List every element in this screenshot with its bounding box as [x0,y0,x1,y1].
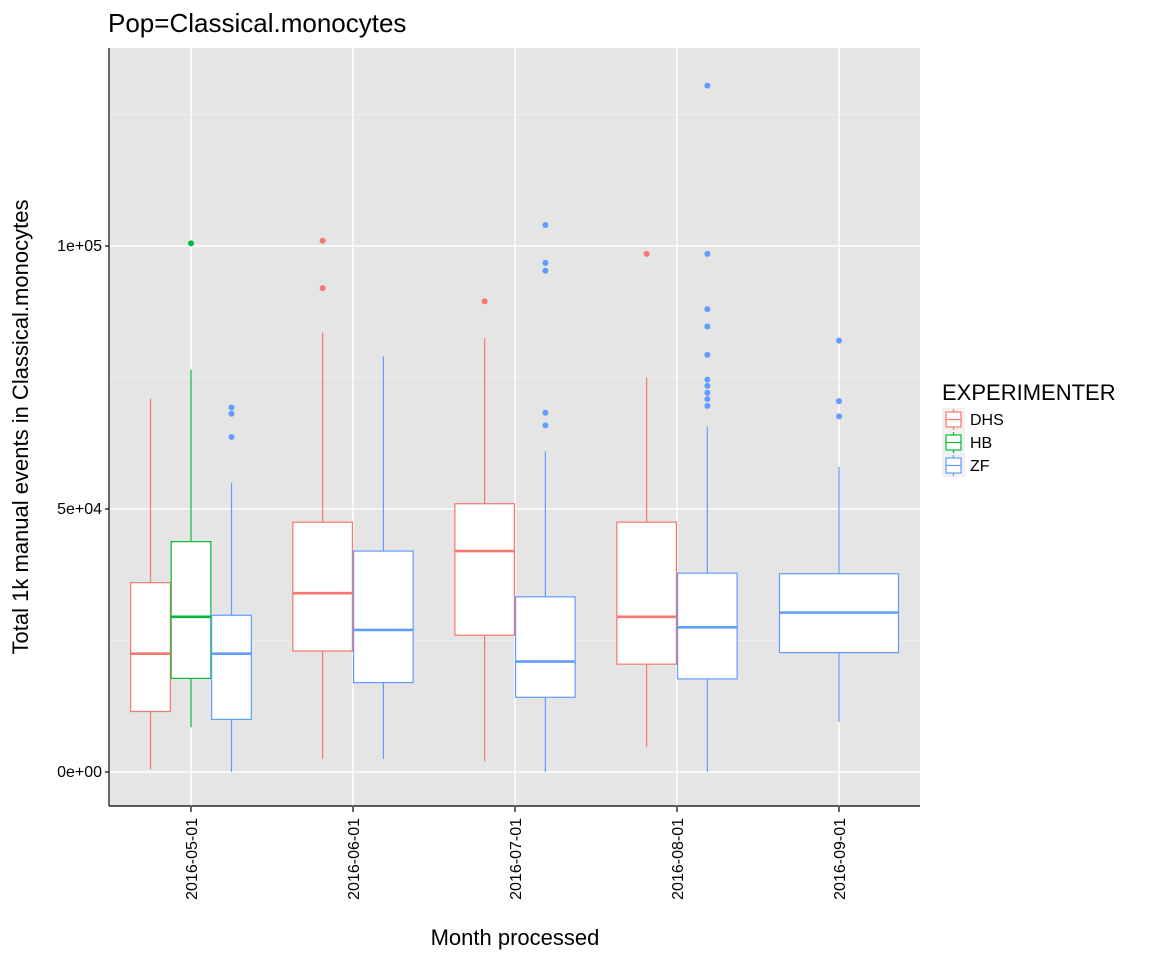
outlier-point [188,240,194,247]
legend-item-ZF: ZF [942,454,990,477]
box-ZF-2016-08-01 [677,82,738,772]
chart-title: Pop=Classical.monocytes [108,8,406,38]
axes [108,48,920,807]
legend-label: DHS [970,412,1004,429]
x-tick-label: 2016-07-01 [508,818,525,900]
outlier-point [228,404,235,411]
box-rect [292,521,353,652]
outlier-point [704,306,711,313]
legend-item-HB: HB [942,431,992,454]
box-DHS-2016-05-01 [130,398,171,770]
tick-labels: 0e+00 5e+04 1e+05 2016-05-01 2016-06-01 2016-… [57,238,849,900]
outlier-point [836,337,842,344]
box-rect [616,521,677,665]
box-ZF-2016-09-01 [778,337,900,723]
legend-label: HB [970,435,992,452]
outlier-point [228,410,235,417]
outlier-point [704,389,711,396]
outlier-point [542,259,549,266]
outlier-point [704,382,711,389]
box-ZF-2016-05-01 [211,404,252,772]
box-DHS-2016-07-01 [454,298,515,762]
legend-title: EXPERIMENTER [942,380,1116,405]
legend-label: ZF [970,458,990,475]
box-rect [454,503,515,636]
outlier-point [704,351,711,358]
legend-item-DHS: DHS [942,408,1004,431]
y-tick-label: 1e+05 [57,238,102,255]
box-rect [353,550,414,684]
outlier-point [319,285,326,292]
x-tick-label: 2016-08-01 [670,818,687,900]
box-DHS-2016-08-01 [616,250,677,747]
outlier-point [836,413,842,420]
outlier-point [643,250,650,257]
outlier-point [542,422,549,429]
x-axis-title: Month processed [431,925,600,950]
y-tick-label: 5e+04 [57,501,102,518]
outlier-point [542,221,549,228]
x-tick-label: 2016-06-01 [346,818,363,900]
outlier-point [704,376,711,383]
box-HB-2016-05-01 [170,240,212,728]
legend: EXPERIMENTER DHS HB ZF [942,380,1116,477]
box-rect [677,572,738,680]
x-tick-label: 2016-05-01 [184,818,201,900]
outlier-point [228,433,235,440]
box-rect [211,614,252,721]
boxes [130,82,900,772]
outlier-point [836,398,842,405]
box-rect [170,541,212,679]
outlier-point [704,250,711,257]
outlier-point [542,409,549,416]
box-DHS-2016-06-01 [292,237,353,759]
outlier-point [704,402,711,409]
x-tick-label: 2016-09-01 [832,818,849,900]
outlier-point [542,267,549,274]
outlier-point [481,298,488,305]
y-tick-label: 0e+00 [57,764,102,781]
outlier-point [319,237,326,244]
box-ZF-2016-07-01 [515,221,576,772]
outlier-point [704,323,711,330]
outlier-point [704,396,711,403]
box-ZF-2016-06-01 [353,356,414,759]
outlier-point [704,82,711,89]
box-rect [515,596,576,698]
box-rect [130,582,171,713]
y-axis-title: Total 1k manual events in Classical.mono… [8,200,33,655]
